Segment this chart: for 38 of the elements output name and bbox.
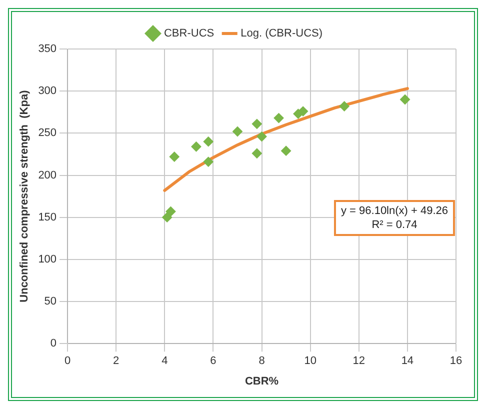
y-tick-label: 0 (50, 338, 57, 350)
point (339, 101, 350, 112)
x-tick-label: 14 (401, 355, 414, 368)
y-tick-label: 200 (38, 169, 57, 182)
point (162, 212, 172, 222)
legend-label: Log. (CBR-UCS) (240, 28, 323, 40)
point (203, 156, 214, 167)
annotation: R² = 0.74 (372, 219, 418, 232)
x-axis-title: CBR% (244, 375, 279, 388)
point (203, 136, 214, 147)
point (191, 142, 202, 152)
x-tick-label: 2 (113, 355, 120, 368)
x-tick-label: 4 (162, 355, 168, 368)
point (298, 106, 308, 116)
legend-label: CBR-UCS (164, 28, 214, 40)
point (252, 148, 262, 158)
x-tick-label: 12 (352, 355, 366, 368)
y-tick-label: 350 (38, 43, 57, 56)
y-axis-title: Unconfined compressive strength (Kpa) (18, 90, 31, 302)
x-tick-label: 16 (450, 355, 462, 368)
point (169, 152, 180, 162)
x-tick-label: 8 (258, 355, 265, 368)
point (400, 94, 410, 105)
y-tick-label: 50 (44, 296, 57, 308)
x-tick-label: 10 (304, 355, 316, 368)
point (232, 126, 242, 136)
point (252, 118, 262, 129)
y-tick-label: 150 (38, 211, 57, 224)
y-tick-label: 250 (38, 127, 57, 140)
annotation: y = 96.10ln(x) + 49.26 (340, 205, 448, 218)
point (281, 146, 292, 156)
y-tick-label: 300 (38, 85, 57, 98)
x-tick-label: 0 (64, 355, 71, 368)
point (166, 206, 176, 216)
x-tick-label: 6 (210, 355, 216, 368)
y-tick-label: 100 (38, 253, 57, 266)
point (274, 113, 284, 124)
point (256, 132, 267, 142)
